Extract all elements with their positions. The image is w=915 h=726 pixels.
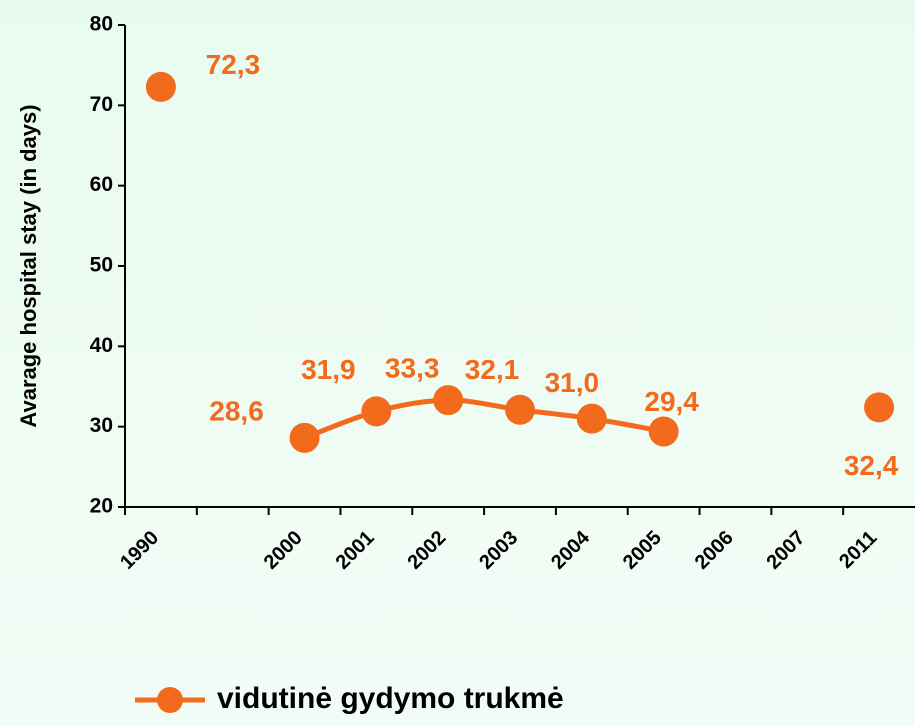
y-tick-label: 60 bbox=[90, 173, 113, 196]
legend-label: vidutinė gydymo trukmė bbox=[217, 682, 564, 715]
y-tick-label: 70 bbox=[90, 93, 113, 116]
x-tick-label: 1990 bbox=[116, 527, 163, 574]
y-tick-label: 50 bbox=[90, 254, 113, 277]
x-tick-label: 2007 bbox=[763, 527, 810, 574]
data-label: 31,9 bbox=[301, 354, 356, 385]
data-label: 33,3 bbox=[385, 353, 440, 384]
marker bbox=[361, 396, 392, 427]
y-tick-label: 80 bbox=[90, 13, 113, 36]
data-label: 32,1 bbox=[465, 354, 520, 385]
marker bbox=[505, 394, 535, 425]
marker bbox=[864, 392, 895, 423]
x-tick-label: 2001 bbox=[332, 527, 379, 574]
data-label: 29,4 bbox=[644, 386, 699, 417]
y-axis-label: Avarage hospital stay (in days) bbox=[16, 104, 41, 427]
y-tick-label: 20 bbox=[90, 495, 113, 518]
marker bbox=[648, 416, 679, 447]
y-tick-label: 40 bbox=[90, 334, 113, 357]
x-tick-label: 2006 bbox=[691, 527, 738, 574]
x-tick-label: 2011 bbox=[835, 527, 881, 573]
legend-marker bbox=[157, 687, 183, 713]
marker bbox=[289, 422, 320, 453]
series-line bbox=[303, 397, 665, 441]
x-tick-label: 2005 bbox=[619, 527, 666, 574]
data-label: 32,4 bbox=[844, 450, 899, 481]
data-label: 31,0 bbox=[545, 367, 600, 398]
x-tick-label: 2000 bbox=[260, 527, 307, 574]
data-label: 72,3 bbox=[206, 49, 261, 80]
marker bbox=[576, 403, 607, 434]
marker bbox=[433, 385, 464, 416]
data-label: 28,6 bbox=[209, 395, 264, 426]
y-tick-label: 30 bbox=[90, 414, 113, 437]
x-tick-label: 2003 bbox=[475, 527, 522, 574]
marker bbox=[145, 71, 176, 102]
x-tick-label: 2004 bbox=[547, 526, 595, 574]
x-tick-label: 2002 bbox=[403, 527, 450, 574]
